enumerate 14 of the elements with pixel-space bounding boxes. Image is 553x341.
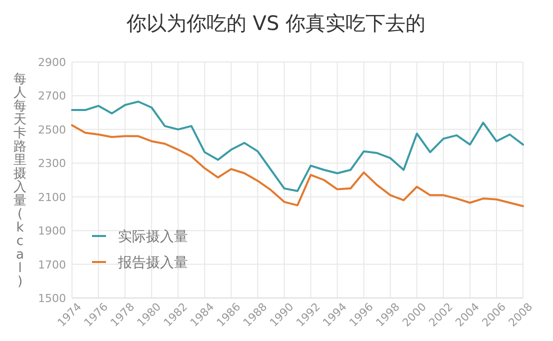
line-series xyxy=(71,124,524,208)
y-tick-label: 1900 xyxy=(38,224,66,238)
text: 每人每天卡路里摄入量(kcal) xyxy=(14,72,26,290)
y-tick-label: 1500 xyxy=(38,292,66,305)
y-tick-label: 2900 xyxy=(38,56,66,69)
y-tick-label: 2700 xyxy=(38,90,66,103)
y-tick-label: 1700 xyxy=(38,258,66,272)
line-series xyxy=(71,100,524,192)
legend-label: 报告摄入量 xyxy=(117,255,188,271)
y-tick-label: 2500 xyxy=(38,123,66,136)
y-tick-label: 2100 xyxy=(38,190,66,204)
legend-label: 实际摄入量 xyxy=(118,229,188,245)
chart-title: 你以为你吃的 VS 你真实吃下去的 xyxy=(125,11,426,35)
y-tick-label: 2300 xyxy=(38,157,66,170)
